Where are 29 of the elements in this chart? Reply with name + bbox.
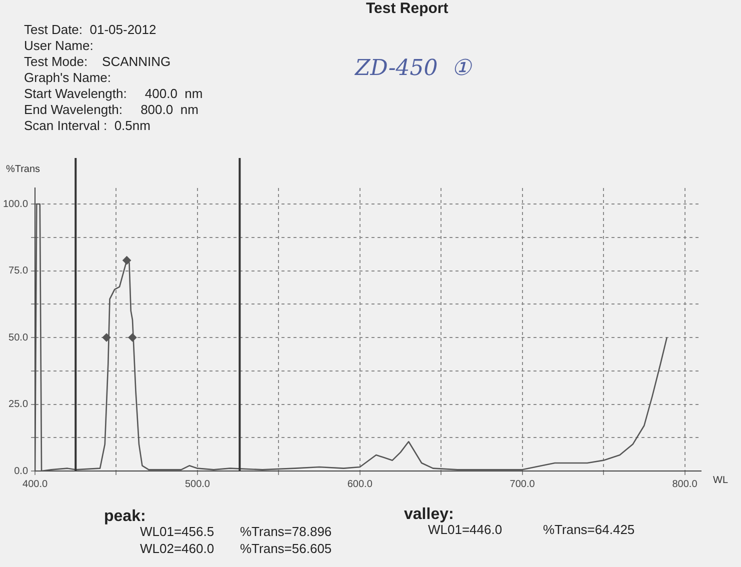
- x-tick-label: 400.0: [22, 478, 48, 490]
- text: %Trans=64.425: [543, 522, 635, 537]
- chart-title: Test Report: [366, 0, 448, 17]
- text: User Name:: [24, 38, 94, 53]
- text: WL02=460.0: [140, 541, 214, 556]
- y-tick-label: 25.0: [8, 399, 28, 410]
- text: %Trans=56.605: [240, 541, 332, 556]
- text: %Trans=78.896: [240, 524, 332, 539]
- text: ZD-450 ①: [355, 55, 472, 81]
- y-tick-label: 0.0: [14, 466, 28, 477]
- y-tick-label: 100.0: [2, 198, 28, 210]
- text: End Wavelength: 800.0 nm: [24, 102, 198, 117]
- text: Start Wavelength: 400.0 nm: [24, 86, 203, 101]
- text: peak:: [104, 508, 146, 526]
- y-tick-label: 75.0: [8, 266, 28, 277]
- x-tick-label: 700.0: [510, 478, 536, 490]
- text: WL01=456.5: [140, 524, 214, 539]
- text: valley:: [404, 506, 454, 524]
- text: Scan Interval : 0.5nm: [24, 118, 150, 133]
- x-axis-title: WL: [713, 475, 728, 486]
- text: WL01=446.0: [428, 522, 502, 537]
- text: Test Date: 01-05-2012: [24, 22, 156, 37]
- x-tick-label: 600.0: [347, 478, 373, 490]
- text: Graph's Name:: [24, 70, 112, 85]
- x-tick-label: 800.0: [672, 478, 698, 490]
- x-tick-label: 500.0: [184, 478, 210, 490]
- y-tick-label: 50.0: [8, 332, 28, 344]
- text: Test Mode: SCANNING: [24, 54, 171, 69]
- y-axis-title: %Trans: [6, 164, 40, 175]
